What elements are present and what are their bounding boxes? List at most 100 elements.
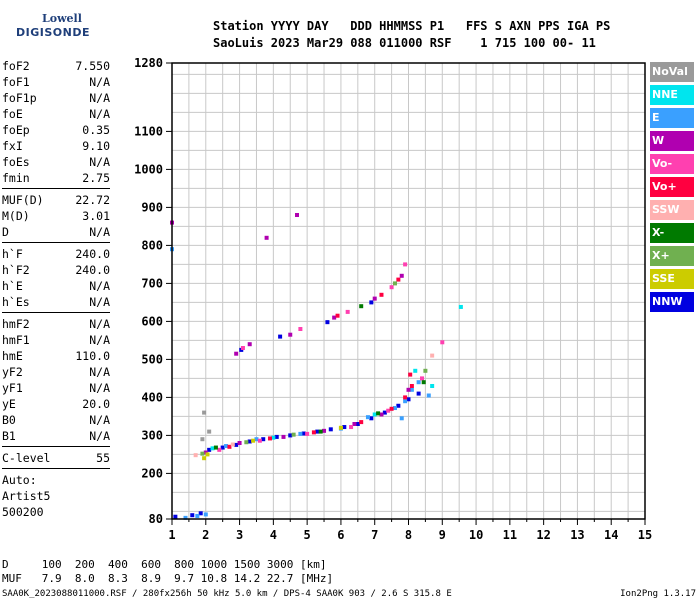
data-point [217, 447, 222, 452]
param-row: D N/A [2, 224, 110, 240]
data-point [426, 393, 431, 398]
x-tick-label: 11 [503, 528, 517, 542]
data-point [409, 387, 414, 392]
data-point [203, 512, 208, 517]
station-header: Station YYYY DAY DDD HHMMSS P1 FFS S AXN… [213, 18, 610, 52]
data-point [271, 435, 276, 440]
param-name: B1 [2, 429, 16, 443]
data-point [315, 429, 320, 434]
param-row: h`F 240.0 [2, 246, 110, 262]
param-group-virtual-heights: h`F 240.0 h`F2 240.0 h`E N/A h`Es N/A [2, 246, 110, 310]
legend-item: SSE [650, 269, 694, 289]
data-point [254, 437, 259, 442]
header-line1: Station YYYY DAY DDD HHMMSS P1 FFS S AXN… [213, 19, 611, 33]
data-point [202, 410, 207, 415]
data-point [240, 346, 245, 350]
data-point [234, 351, 239, 356]
param-name: foF1p [2, 91, 37, 105]
param-value: 2.75 [82, 171, 110, 185]
separator [2, 242, 110, 243]
auto-label: Auto: [2, 473, 37, 487]
param-value: N/A [89, 317, 110, 331]
param-value: N/A [89, 413, 110, 427]
data-point [247, 342, 252, 347]
param-name: C-level [2, 451, 51, 465]
param-row: hmF1 N/A [2, 332, 110, 348]
legend-item: X+ [650, 246, 694, 266]
data-point [207, 447, 212, 452]
data-point [369, 300, 374, 305]
x-tick-label: 7 [371, 528, 378, 542]
muf-frequency-row: MUF 7.9 8.0 8.3 8.9 9.7 10.8 14.2 22.7 [… [2, 572, 334, 585]
data-point [345, 309, 350, 314]
separator [2, 468, 110, 469]
param-value: N/A [89, 91, 110, 105]
data-point [406, 397, 411, 402]
param-row: hmE 110.0 [2, 348, 110, 364]
param-name: fmin [2, 171, 30, 185]
data-point [421, 380, 426, 385]
data-point [376, 411, 381, 416]
param-row: M(D) 3.01 [2, 208, 110, 224]
data-point [298, 327, 303, 331]
data-point [227, 444, 232, 449]
data-point [396, 403, 401, 408]
data-point [298, 431, 303, 436]
data-point [288, 332, 293, 337]
data-point [224, 444, 229, 449]
param-value: 7.550 [75, 59, 110, 73]
param-value: 110.0 [75, 349, 110, 363]
data-point [355, 422, 360, 426]
param-row: foF2 7.550 [2, 58, 110, 74]
x-tick-label: 8 [405, 528, 412, 542]
param-value: N/A [89, 333, 110, 347]
data-point [379, 292, 384, 297]
y-tick-label: 500 [141, 352, 163, 366]
param-value: N/A [89, 225, 110, 239]
legend-item: Vo- [650, 154, 694, 174]
data-point [416, 380, 421, 385]
data-point [193, 453, 198, 458]
param-name: fxI [2, 139, 23, 153]
param-name: foEp [2, 123, 30, 137]
data-point [399, 273, 404, 278]
y-tick-label: 1100 [134, 124, 163, 138]
chart-grid [171, 63, 646, 519]
x-tick-label: 14 [604, 528, 618, 542]
legend-item: E [650, 108, 694, 128]
data-point [413, 368, 418, 373]
param-name: h`E [2, 279, 23, 293]
muf-distance-row: D 100 200 400 600 800 1000 1500 3000 [km… [2, 558, 327, 571]
chart-axes: 1 2 3 4 5 6 7 8 9 10 11 12 13 14 158020030040050060070… [134, 56, 652, 542]
y-tick-label: 900 [141, 200, 163, 214]
x-tick-label: 3 [236, 528, 243, 542]
data-point [220, 445, 225, 450]
x-tick-label: 1 [168, 528, 175, 542]
param-row: foE N/A [2, 106, 110, 122]
y-tick-label: 600 [141, 314, 163, 328]
param-value: N/A [89, 279, 110, 293]
data-point [205, 452, 210, 457]
param-name: MUF(D) [2, 193, 44, 207]
data-point [261, 437, 266, 442]
y-tick-label: 800 [141, 238, 163, 252]
param-name: hmF2 [2, 317, 30, 331]
data-point [365, 415, 370, 420]
data-point [213, 445, 218, 450]
data-point [207, 429, 212, 434]
data-point [406, 387, 411, 392]
param-row: foEs N/A [2, 154, 110, 170]
param-value: N/A [89, 365, 110, 379]
muf-table: D 100 200 400 600 800 1000 1500 3000 [km… [2, 558, 333, 586]
param-row: foF1p N/A [2, 90, 110, 106]
header-line2: SaoLuis 2023 Mar29 088 011000 RSF 1 715 … [213, 36, 596, 50]
param-value: N/A [89, 429, 110, 443]
data-point [399, 416, 404, 421]
y-tick-label: 400 [141, 390, 163, 404]
data-point [332, 315, 337, 320]
data-point [389, 406, 394, 411]
data-point [379, 412, 384, 417]
legend-item: NoVal [650, 62, 694, 82]
param-row: C-level 55 [2, 450, 110, 466]
data-point [190, 513, 195, 518]
